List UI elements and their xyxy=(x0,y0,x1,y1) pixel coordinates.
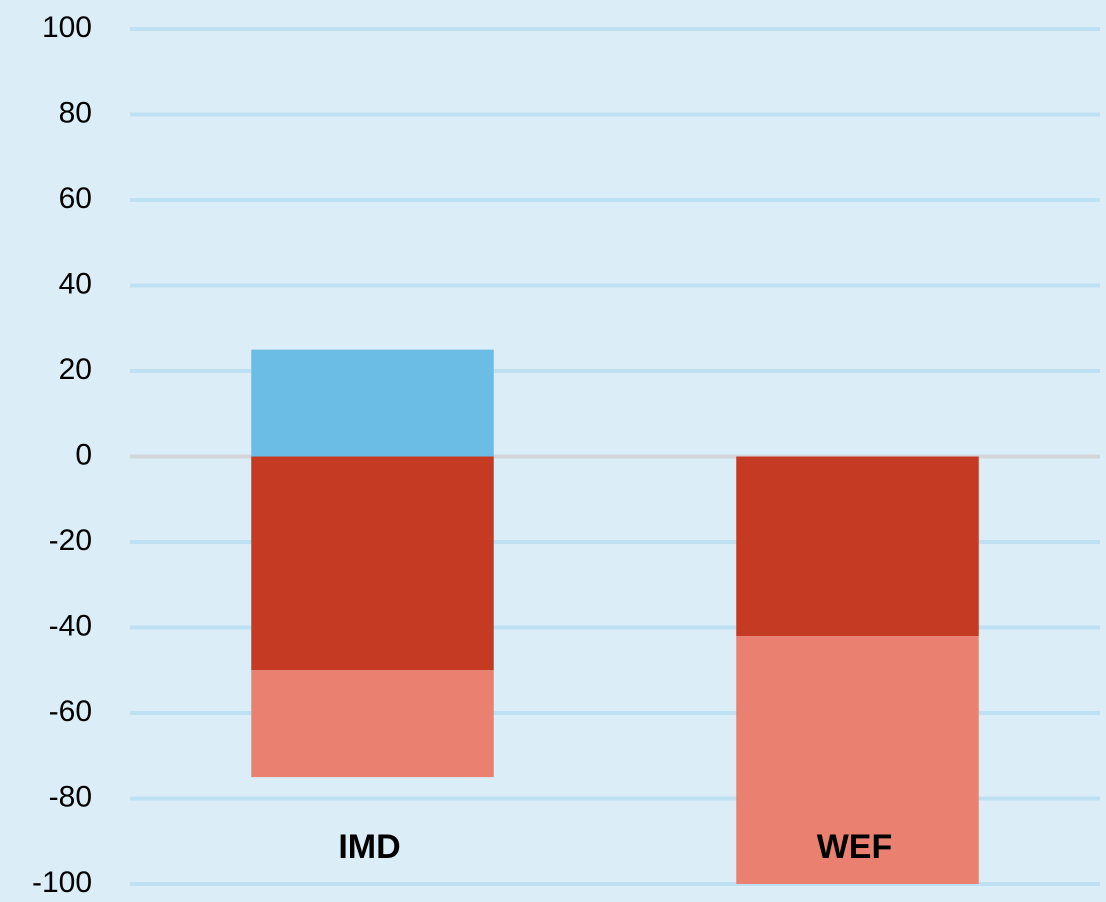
y-tick-label: 40 xyxy=(59,267,92,300)
bar-segment xyxy=(251,349,494,457)
bar-segment xyxy=(736,636,979,884)
bar-segment xyxy=(251,456,494,671)
bar-segment xyxy=(736,456,979,637)
y-tick-label: 60 xyxy=(59,182,92,215)
y-tick-label: -80 xyxy=(49,780,92,813)
y-tick-label: -20 xyxy=(49,524,92,557)
y-tick-label: 80 xyxy=(59,96,92,129)
y-tick-label: -60 xyxy=(49,695,92,728)
y-tick-label: -100 xyxy=(32,866,92,899)
y-tick-label: 100 xyxy=(42,11,92,44)
y-tick-label: 20 xyxy=(59,353,92,386)
bar-segment xyxy=(251,670,494,778)
y-tick-label: -40 xyxy=(49,609,92,642)
category-label: IMD xyxy=(338,828,400,866)
y-tick-label: 0 xyxy=(75,438,92,471)
category-label: WEF xyxy=(817,828,893,866)
